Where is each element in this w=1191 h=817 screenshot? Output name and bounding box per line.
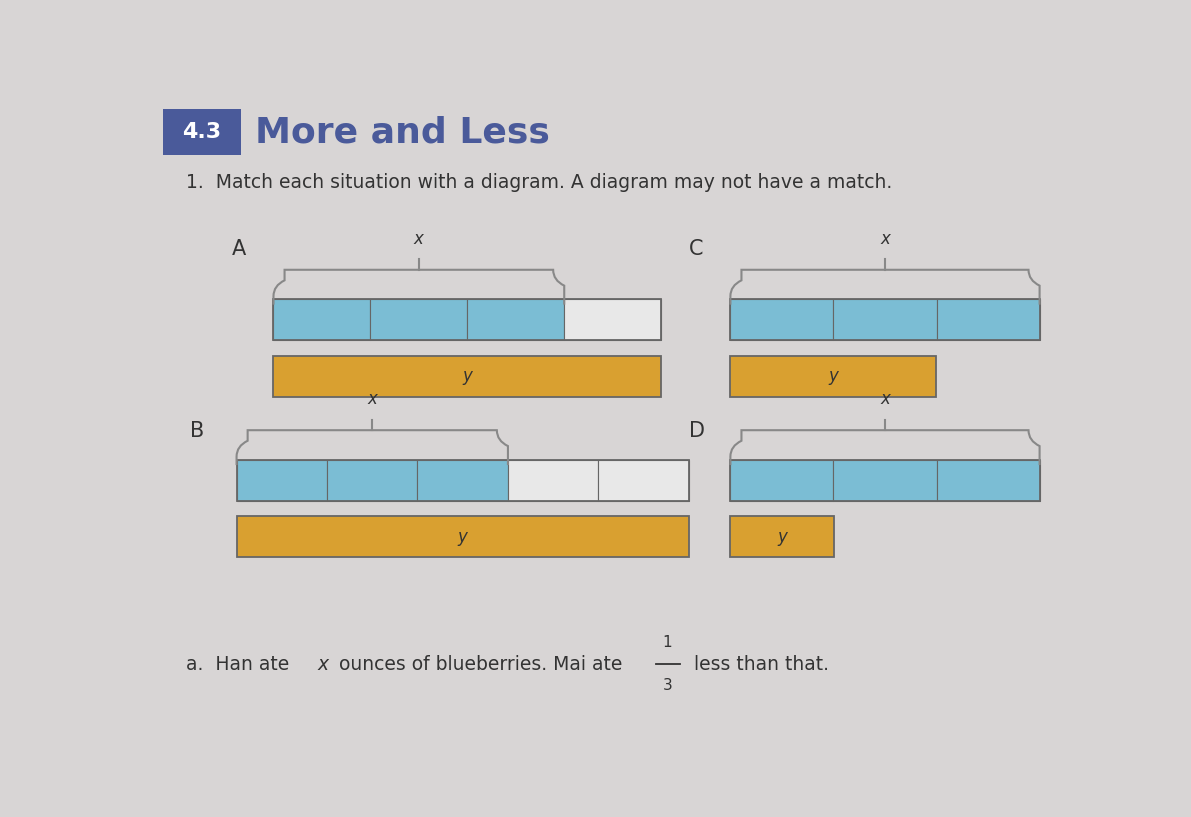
Bar [936, 460, 1040, 501]
Bar [730, 460, 1040, 501]
Text: D: D [688, 422, 705, 441]
Bar [730, 356, 936, 397]
Bar [730, 460, 834, 501]
Bar [237, 516, 688, 557]
Text: less than that.: less than that. [688, 654, 829, 674]
Bar [274, 356, 661, 397]
Bar [730, 299, 1040, 340]
Text: 1: 1 [663, 636, 673, 650]
Text: x: x [414, 230, 424, 248]
Bar [598, 460, 688, 501]
Text: y: y [778, 528, 787, 546]
Text: x: x [318, 654, 329, 674]
Text: ounces of blueberries. Mai ate: ounces of blueberries. Mai ate [333, 654, 629, 674]
Bar [370, 299, 467, 340]
Bar [274, 299, 370, 340]
Text: x: x [880, 391, 890, 408]
Bar [507, 460, 598, 501]
Text: a.  Han ate: a. Han ate [186, 654, 295, 674]
Text: y: y [829, 368, 838, 386]
Text: y: y [457, 528, 468, 546]
Text: y: y [462, 368, 473, 386]
Bar [936, 299, 1040, 340]
Text: A: A [232, 239, 247, 259]
Text: B: B [191, 422, 205, 441]
Bar [328, 460, 418, 501]
Text: x: x [367, 391, 378, 408]
Text: More and Less: More and Less [255, 115, 550, 149]
Bar [418, 460, 507, 501]
Text: 4.3: 4.3 [182, 122, 222, 142]
FancyBboxPatch shape [163, 109, 241, 154]
Bar [730, 299, 834, 340]
Text: x: x [880, 230, 890, 248]
Text: 1.  Match each situation with a diagram. A diagram may not have a match.: 1. Match each situation with a diagram. … [186, 173, 892, 193]
Bar [467, 299, 565, 340]
Bar [274, 299, 661, 340]
Bar [237, 460, 328, 501]
Bar [237, 460, 688, 501]
Text: 3: 3 [662, 678, 673, 693]
Text: C: C [688, 239, 704, 259]
Bar [565, 299, 661, 340]
Bar [834, 460, 936, 501]
Bar [730, 516, 834, 557]
Bar [834, 299, 936, 340]
